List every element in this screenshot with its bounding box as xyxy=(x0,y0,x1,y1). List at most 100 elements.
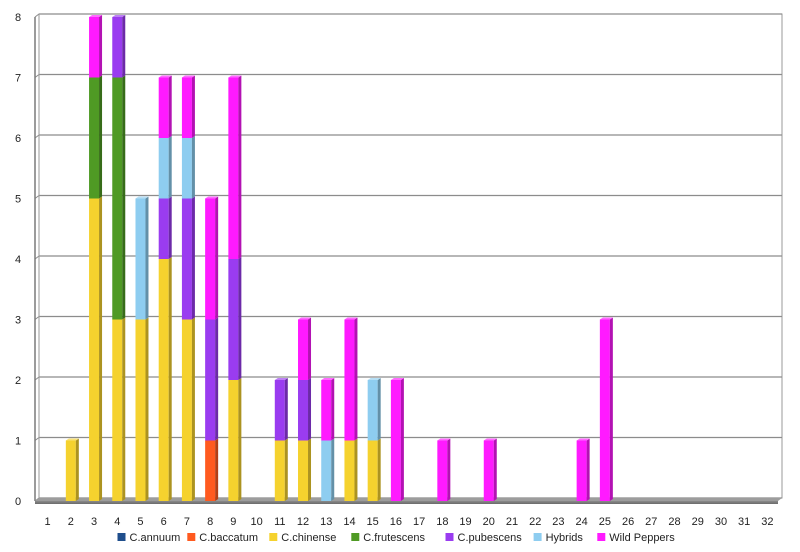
bar-top xyxy=(228,75,242,78)
x-tick-label: 12 xyxy=(297,516,309,528)
bar-side xyxy=(308,317,312,380)
bar-segment-hybrids-15 xyxy=(367,378,381,441)
x-tick-label: 29 xyxy=(692,516,704,528)
bar-segment-c-chinense-15 xyxy=(367,438,381,501)
bar-side xyxy=(238,75,242,259)
x-tick-label: 27 xyxy=(645,516,657,528)
bar-segment-c-chinense-14 xyxy=(344,438,358,501)
bar-side xyxy=(168,257,172,501)
legend-swatch xyxy=(597,533,606,541)
bar-front xyxy=(274,380,285,441)
bar-side xyxy=(284,378,288,441)
x-tick-label: 6 xyxy=(161,516,167,528)
legend-label: Wild Peppers xyxy=(609,532,675,544)
legend-item: C.chinense xyxy=(269,532,336,544)
x-tick-label: 1 xyxy=(45,516,51,528)
x-tick-label: 23 xyxy=(552,516,564,528)
bar-front xyxy=(205,440,216,501)
bar-front xyxy=(344,319,355,441)
bar-front xyxy=(181,319,192,501)
legend-swatch xyxy=(187,533,196,541)
bar-segment-c-chinense-9 xyxy=(228,378,242,501)
bar-front xyxy=(298,380,309,441)
legend-item: C.annuum xyxy=(117,532,181,544)
bar-side xyxy=(75,438,79,501)
bar-side xyxy=(308,378,312,441)
bar-front xyxy=(158,77,169,138)
bar-segment-c-chinense-3 xyxy=(89,196,103,501)
bar-segment-wild-peppers-14 xyxy=(344,317,358,441)
bar-segment-wild-peppers-12 xyxy=(298,317,312,380)
bar-top xyxy=(274,378,288,380)
floor-front xyxy=(35,501,778,504)
bar-top xyxy=(205,196,219,199)
bar-segment-c-frutescens-3 xyxy=(89,75,103,199)
legend: C.annuum C.baccatum C.chinense C.frutescens… xyxy=(117,532,675,544)
bar-front xyxy=(367,380,378,441)
legend-label: Hybrids xyxy=(546,532,584,544)
bar-front xyxy=(321,380,332,441)
legend-swatch xyxy=(117,533,126,541)
bar-front xyxy=(321,440,332,501)
bar-top xyxy=(181,75,195,78)
x-tick-label: 24 xyxy=(576,516,588,528)
bar-front xyxy=(112,319,123,501)
bar-segment-wild-peppers-9 xyxy=(228,75,242,259)
bar-segment-c-pubescens-9 xyxy=(228,257,242,380)
y-tick-label: 6 xyxy=(15,133,21,145)
bar-side xyxy=(331,438,335,501)
bar-front xyxy=(181,198,192,320)
bar-segment-c-chinense-2 xyxy=(65,438,79,501)
y-tick-label: 3 xyxy=(15,315,21,327)
legend-item: C.frutescens xyxy=(351,532,426,544)
legend-swatch xyxy=(533,533,542,541)
bar-top xyxy=(89,15,103,17)
legend-label: C.annuum xyxy=(130,532,181,544)
bar-side xyxy=(145,196,149,320)
legend-item: Hybrids xyxy=(533,532,584,544)
bar-top xyxy=(321,378,335,380)
legend-label: C.frutescens xyxy=(363,532,425,544)
bar-side xyxy=(191,317,195,501)
bar-front xyxy=(135,319,146,501)
x-tick-label: 31 xyxy=(738,516,750,528)
bar-segment-c-pubescens-6 xyxy=(158,196,172,259)
x-tick-label: 19 xyxy=(459,516,471,528)
bar-segment-wild-peppers-13 xyxy=(321,378,335,441)
x-tick-label: 18 xyxy=(436,516,448,528)
bar-front xyxy=(367,440,378,501)
bar-segment-c-pubescens-7 xyxy=(181,196,195,320)
bar-side xyxy=(168,136,172,199)
x-tick-label: 16 xyxy=(390,516,402,528)
bar-segment-wild-peppers-7 xyxy=(181,75,195,138)
bar-side xyxy=(308,438,312,501)
bar-front xyxy=(228,259,239,380)
bar-top xyxy=(576,438,590,441)
bar-side xyxy=(145,317,149,501)
bar-front xyxy=(89,17,100,78)
bar-top xyxy=(483,438,497,441)
x-tick-label: 9 xyxy=(230,516,236,528)
bar-segment-wild-peppers-3 xyxy=(89,15,103,78)
x-tick-label: 20 xyxy=(483,516,495,528)
bar-top xyxy=(298,317,312,320)
bar-front xyxy=(437,440,448,501)
bar-side xyxy=(238,257,242,380)
bar-front xyxy=(112,77,123,320)
bar-side xyxy=(168,196,172,259)
bars xyxy=(65,15,613,501)
bar-side xyxy=(586,438,590,501)
bar-front xyxy=(390,380,401,501)
bar-front xyxy=(576,440,587,501)
bar-top xyxy=(158,75,172,78)
bar-segment-c-pubescens-11 xyxy=(274,378,288,441)
y-tick-label: 8 xyxy=(15,12,21,24)
x-tick-label: 15 xyxy=(367,516,379,528)
bar-segment-c-chinense-6 xyxy=(158,257,172,501)
bar-segment-wild-peppers-6 xyxy=(158,75,172,138)
bar-side xyxy=(191,196,195,320)
y-tick-label: 7 xyxy=(15,73,21,85)
x-tick-label: 30 xyxy=(715,516,727,528)
bar-segment-hybrids-13 xyxy=(321,438,335,501)
